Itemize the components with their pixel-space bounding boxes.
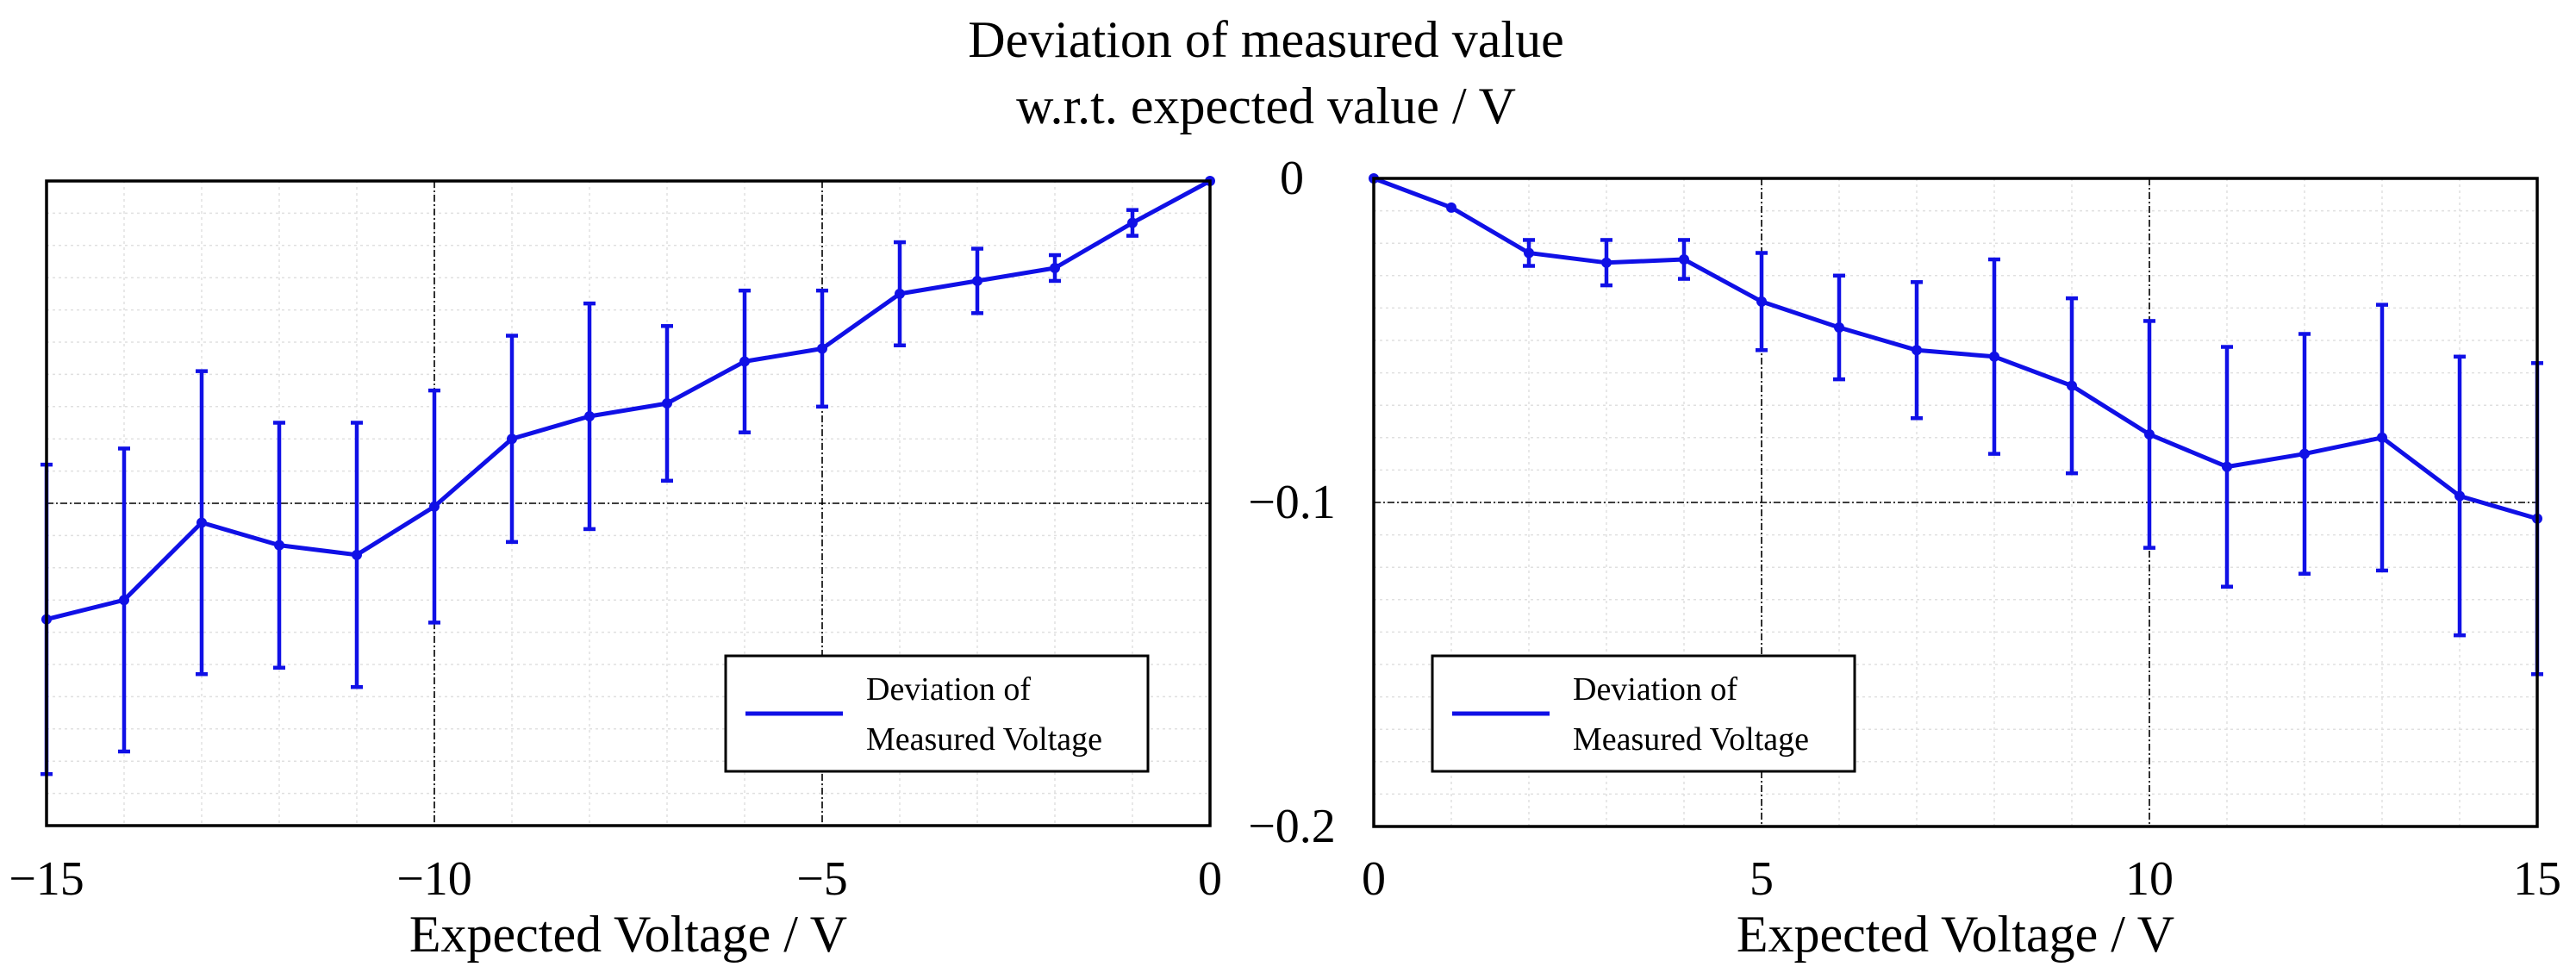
right-x-tick-label: 5 [1750, 852, 1774, 906]
right-x-tick-label: 15 [2513, 852, 2561, 906]
left-legend: Deviation of Measured Voltage [724, 654, 1150, 773]
right-legend: Deviation of Measured Voltage [1431, 654, 1856, 773]
left-data-point [507, 433, 517, 445]
right-panel: Deviation of Measured Voltage 0 5 10 15 0 −0… [1248, 152, 2561, 963]
right-legend-box [1431, 654, 1856, 773]
right-x-tick-label: 10 [2125, 852, 2174, 906]
left-plot-frame [45, 179, 1212, 827]
left-x-tick-label: −5 [796, 852, 848, 906]
left-data-point [1127, 217, 1138, 228]
left-series-line [46, 178, 1212, 622]
right-data-point [1679, 254, 1689, 265]
left-data-point [119, 595, 129, 606]
right-data-point [1524, 247, 1534, 259]
left-data-point [429, 501, 440, 512]
left-x-tick-labels: −15 −10 −5 0 [9, 852, 1222, 906]
right-data-point [2144, 429, 2155, 440]
left-x-tick-label: −15 [9, 852, 84, 906]
left-data-point [739, 356, 750, 367]
chart-title-line1: Deviation of measured value [968, 11, 1563, 68]
left-data-point [1050, 262, 1060, 273]
right-data-point [1834, 321, 1844, 333]
left-legend-label-line2: Measured Voltage [866, 721, 1102, 758]
left-data-point [274, 540, 284, 551]
right-data-point [2454, 490, 2465, 502]
y-tick-labels: 0 −0.1 −0.2 [1248, 152, 1336, 853]
right-data-point [1601, 257, 1612, 268]
right-data-point [1989, 351, 1999, 362]
left-x-axis-title: Expected Voltage / V [409, 906, 847, 963]
left-data-point [352, 549, 362, 560]
left-data-point [817, 343, 827, 354]
left-panel: Deviation of Measured Voltage −15 −10 −5 0 … [9, 176, 1222, 963]
left-legend-label-line1: Deviation of [866, 671, 1031, 708]
y-tick-label: 0 [1280, 152, 1304, 205]
chart-title-line2: w.r.t. expected value / V [1016, 78, 1516, 134]
right-x-axis-title: Expected Voltage / V [1737, 906, 2174, 963]
right-series-line [1373, 176, 2538, 521]
left-data-point [972, 275, 982, 286]
y-tick-label: −0.1 [1248, 476, 1336, 529]
right-data-point [2067, 380, 2077, 391]
left-data-point [584, 411, 595, 422]
right-x-tick-label: 0 [1362, 852, 1386, 906]
right-legend-label-line1: Deviation of [1573, 671, 1737, 708]
right-series [1369, 173, 2543, 677]
left-x-tick-label: 0 [1198, 852, 1222, 906]
right-data-point [2222, 461, 2232, 472]
right-data-point [1756, 296, 1767, 307]
right-legend-label-line2: Measured Voltage [1573, 721, 1809, 758]
right-data-point [2377, 432, 2387, 443]
y-tick-label: −0.2 [1248, 800, 1336, 853]
right-plot-frame [1372, 177, 2539, 828]
left-x-tick-label: −10 [396, 852, 472, 906]
right-x-tick-labels: 0 5 10 15 [1362, 852, 2561, 906]
left-data-point [895, 288, 905, 299]
right-data-point [1446, 202, 1456, 213]
left-data-point [662, 398, 672, 409]
right-data-point [1912, 345, 1922, 356]
left-data-point [196, 517, 207, 528]
right-data-point [2299, 448, 2310, 459]
